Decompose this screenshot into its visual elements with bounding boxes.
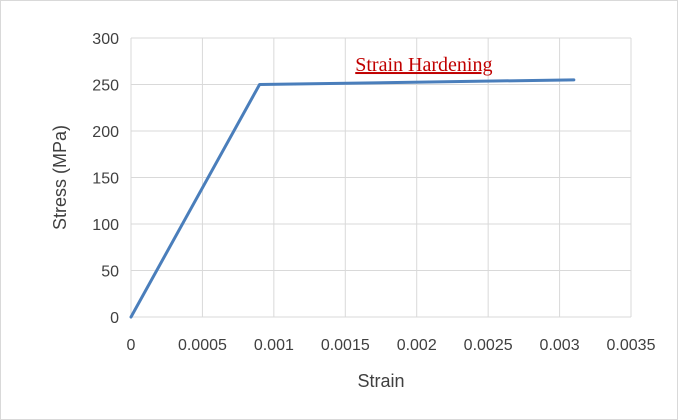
x-tick-label: 0.0015 (321, 337, 370, 354)
x-tick-labels: 0 0.0005 0.001 0.0015 0.002 0.0025 0.003 0.0035 (127, 337, 656, 354)
x-tick-label: 0.002 (397, 337, 437, 354)
y-tick-label: 250 (92, 78, 119, 95)
y-tick-label: 50 (101, 264, 119, 281)
y-axis-title: Stress (MPa) (50, 125, 70, 230)
x-tick-label: 0.0025 (464, 337, 513, 354)
x-tick-label: 0.0035 (607, 337, 656, 354)
y-tick-label: 300 (92, 31, 119, 48)
x-tick-label: 0.001 (254, 337, 294, 354)
y-tick-label: 200 (92, 124, 119, 141)
y-tick-labels: 0 50 100 150 200 250 300 (92, 31, 119, 327)
strain-hardening-annotation: Strain Hardening (355, 54, 492, 76)
x-tick-label: 0.0005 (178, 337, 227, 354)
x-axis-title: Strain (357, 371, 404, 391)
x-tick-label: 0.003 (540, 337, 580, 354)
series-line-0 (129, 78, 576, 319)
y-tick-label: 150 (92, 171, 119, 188)
y-tick-label: 0 (110, 310, 119, 327)
x-tick-label: 0 (127, 337, 136, 354)
y-tick-label: 100 (92, 217, 119, 234)
series-group (129, 78, 576, 319)
